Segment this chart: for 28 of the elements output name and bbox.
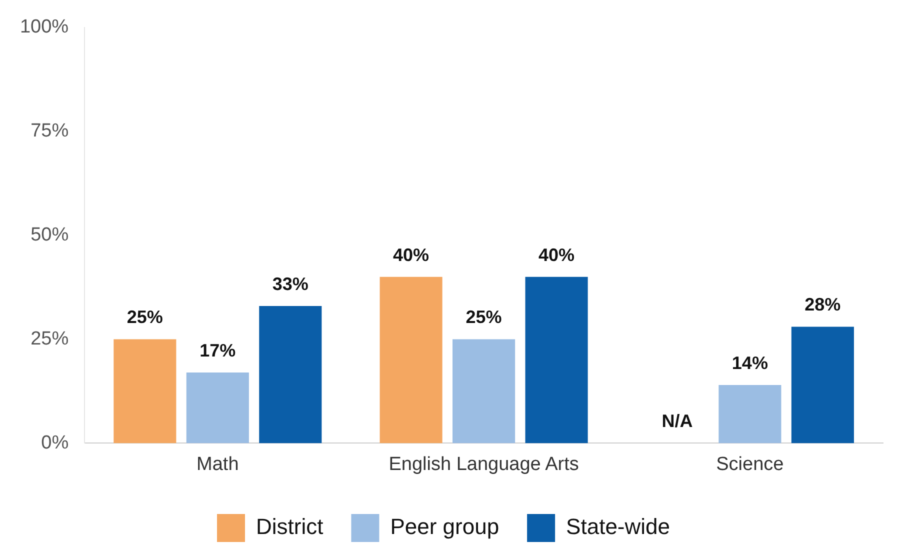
y-tick-label: 100% — [20, 16, 69, 38]
data-label: 28% — [804, 294, 841, 315]
data-label: 25% — [466, 307, 502, 328]
text: N/A — [662, 411, 693, 432]
data-label: 14% — [732, 352, 768, 373]
data-label: 25% — [126, 307, 163, 328]
bar — [186, 372, 249, 444]
bar — [525, 276, 588, 444]
legend-label: Peer group — [390, 514, 500, 540]
y-tick-label: 50% — [30, 224, 69, 246]
y-tick-label: 75% — [30, 120, 69, 142]
x-tick-label: Math — [196, 454, 239, 475]
y-tick-label: 25% — [30, 328, 69, 350]
data-label: 17% — [200, 340, 236, 360]
x-tick-label: Science — [716, 454, 784, 475]
bar — [259, 306, 322, 444]
y-tick-label: 0% — [41, 432, 69, 454]
data-label: 40% — [538, 244, 575, 265]
data-label: 33% — [272, 274, 308, 294]
bar — [791, 326, 854, 444]
bar — [718, 384, 782, 444]
bar — [452, 339, 516, 444]
bar — [114, 339, 176, 444]
x-tick-label: English Language Arts — [388, 454, 579, 475]
legend-label: District — [256, 514, 324, 540]
legend-label: State-wide — [566, 514, 670, 540]
data-label: 40% — [393, 244, 430, 265]
bar — [380, 276, 442, 444]
